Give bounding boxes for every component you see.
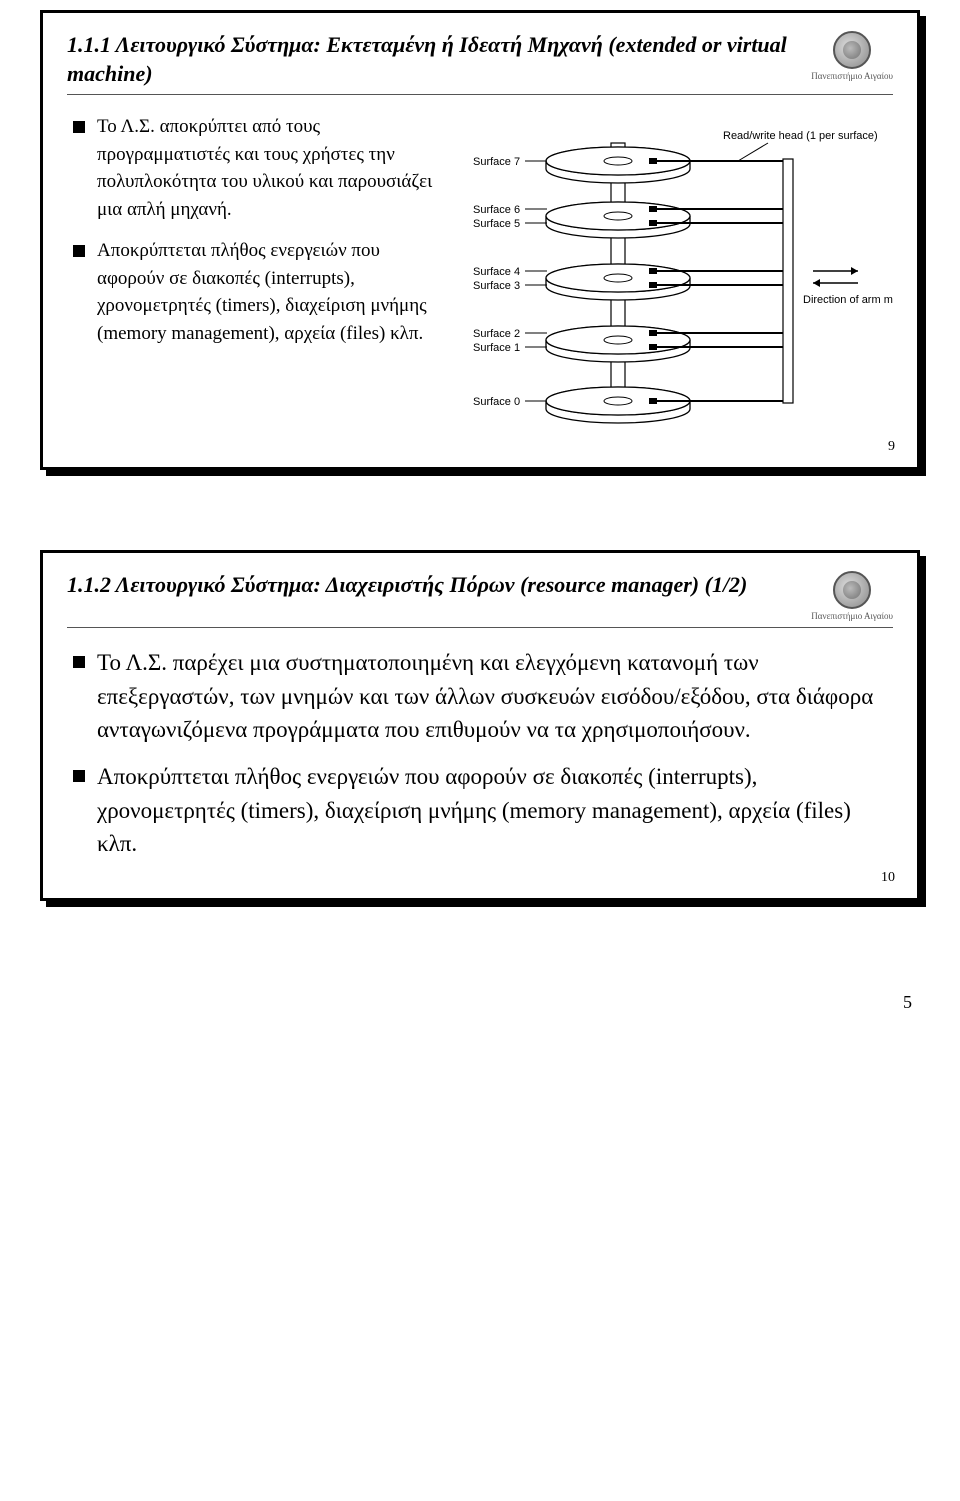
- svg-text:Surface 7: Surface 7: [473, 156, 520, 168]
- bullet-item: Το Λ.Σ. παρέχει μια συστηματοποιημένη κα…: [73, 646, 893, 746]
- slide-number: 9: [888, 439, 895, 455]
- svg-text:Surface 4: Surface 4: [473, 266, 520, 278]
- bullet-item: Αποκρύπτεται πλήθος ενεργειών που αφορού…: [73, 237, 451, 347]
- disk-diagram: Surface 7 Surface 6 Surface 5 Surface 4 Surf…: [463, 113, 893, 443]
- logo-icon: [833, 31, 871, 69]
- logo-text: Πανεπιστήμιο Αιγαίου: [811, 71, 893, 81]
- slide-1: 1.1.1 Λειτουργικό Σύστημα: Εκτεταμένη ή …: [40, 10, 920, 470]
- logo-icon: [833, 571, 871, 609]
- svg-text:Surface 0: Surface 0: [473, 396, 520, 408]
- bullet-item: Αποκρύπτεται πλήθος ενεργειών που αφορού…: [73, 760, 893, 860]
- svg-text:Surface 2: Surface 2: [473, 328, 520, 340]
- slide-header: 1.1.2 Λειτουργικό Σύστημα: Διαχειριστής …: [67, 571, 893, 628]
- slide-number: 10: [881, 870, 895, 886]
- university-logo: Πανεπιστήμιο Αιγαίου: [811, 571, 893, 621]
- svg-text:Surface 1: Surface 1: [473, 342, 520, 354]
- bullet-list: Το Λ.Σ. παρέχει μια συστηματοποιημένη κα…: [67, 646, 893, 874]
- bullet-item: Το Λ.Σ. αποκρύπτει από τους προγραμματισ…: [73, 113, 451, 223]
- svg-text:Surface 6: Surface 6: [473, 204, 520, 216]
- svg-text:Direction of arm motion: Direction of arm motion: [803, 294, 893, 306]
- slide-title: 1.1.1 Λειτουργικό Σύστημα: Εκτεταμένη ή …: [67, 31, 799, 88]
- page-number: 5: [903, 992, 912, 1013]
- slide-2: 1.1.2 Λειτουργικό Σύστημα: Διαχειριστής …: [40, 550, 920, 901]
- svg-text:Surface 3: Surface 3: [473, 280, 520, 292]
- slide-body: Το Λ.Σ. παρέχει μια συστηματοποιημένη κα…: [67, 646, 893, 874]
- logo-text: Πανεπιστήμιο Αιγαίου: [811, 611, 893, 621]
- slide-body: Το Λ.Σ. αποκρύπτει από τους προγραμματισ…: [67, 113, 893, 443]
- svg-text:Read/write head (1 per surface: Read/write head (1 per surface): [723, 130, 878, 142]
- svg-text:Surface 5: Surface 5: [473, 218, 520, 230]
- slide-header: 1.1.1 Λειτουργικό Σύστημα: Εκτεταμένη ή …: [67, 31, 893, 95]
- university-logo: Πανεπιστήμιο Αιγαίου: [811, 31, 893, 81]
- slide-title: 1.1.2 Λειτουργικό Σύστημα: Διαχειριστής …: [67, 571, 799, 600]
- bullet-list: Το Λ.Σ. αποκρύπτει από τους προγραμματισ…: [67, 113, 451, 443]
